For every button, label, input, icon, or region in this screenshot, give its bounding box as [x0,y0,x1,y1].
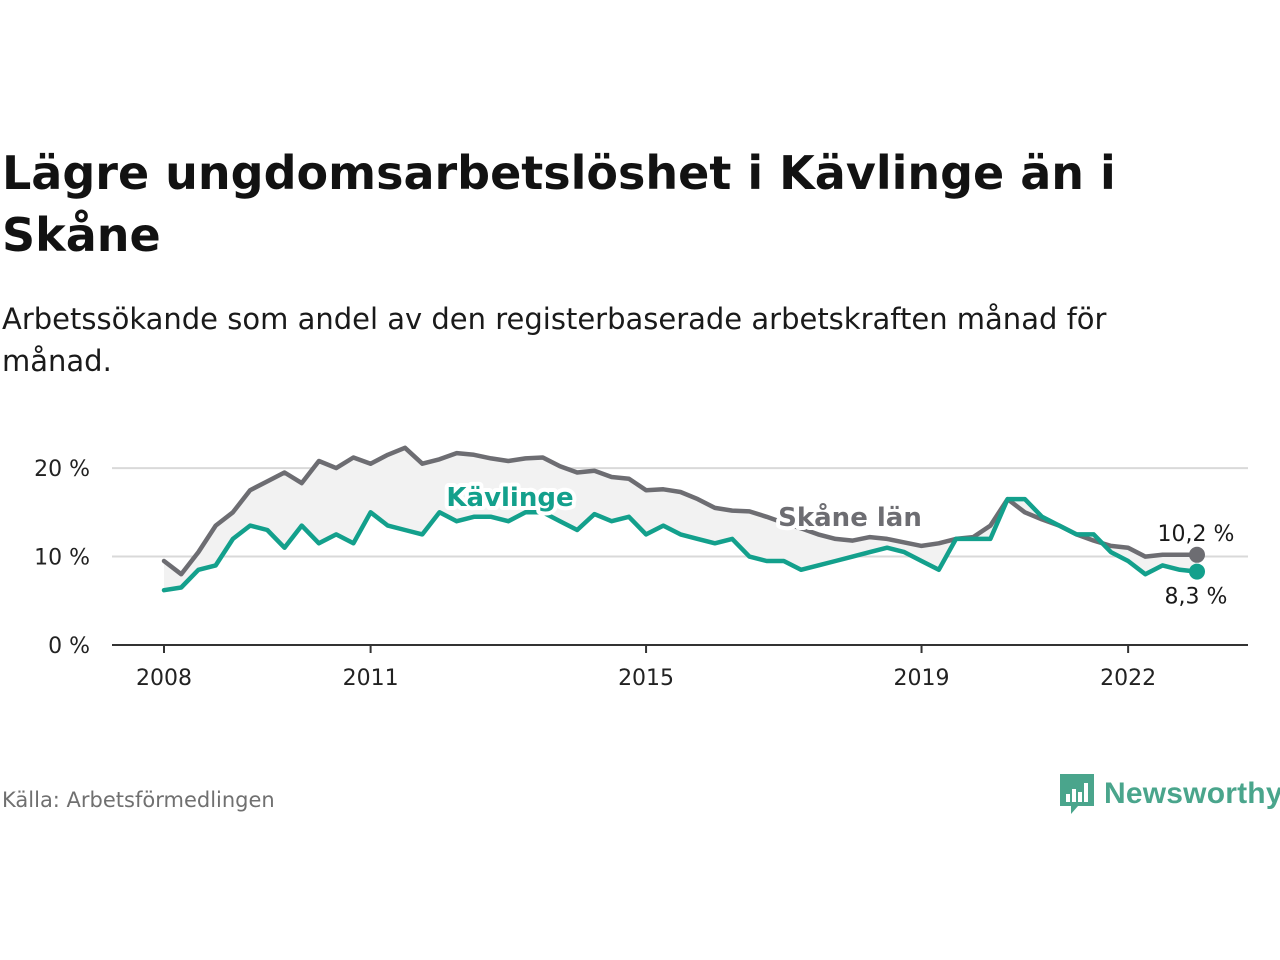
chart-title: Lägre ungdomsarbetslöshet i Kävlinge än … [2,146,1116,262]
chart-subtitle: Arbetssökande som andel av den registerb… [2,302,1107,378]
skane-end-label: 10,2 % [1158,522,1235,547]
newsworthy-logo: Newsworthy [1058,772,1280,816]
kavlinge-line [161,496,1200,593]
x-tick-label: 2019 [894,666,950,691]
x-tick-label: 2022 [1100,666,1156,691]
kavlinge-end-label: 8,3 % [1165,585,1228,610]
y-tick-label: 10 % [34,546,90,571]
kavlinge-annotation: Kävlinge [446,483,573,513]
y-tick-label: 0 % [48,634,90,659]
skane-end-marker [1189,546,1205,563]
difference-band [164,447,1197,591]
x-tick-label: 2015 [618,666,674,691]
kavlinge-end-marker [1189,563,1205,580]
line-chart: 0 % 10 % 20 % 10,2 % 8,3 % Kävlinge Skåne län 2… [34,445,1248,691]
skane-annotation: Skåne län [778,501,922,533]
bar-chart-speech-bubble-icon [1060,774,1094,814]
source-note: Källa: Arbetsförmedlingen [2,788,275,812]
skane-line [161,445,1200,577]
y-tick-label: 20 % [34,457,90,482]
x-tick-label: 2011 [343,666,399,691]
brand-name: Newsworthy [1104,777,1280,810]
x-tick-label: 2008 [136,666,192,691]
